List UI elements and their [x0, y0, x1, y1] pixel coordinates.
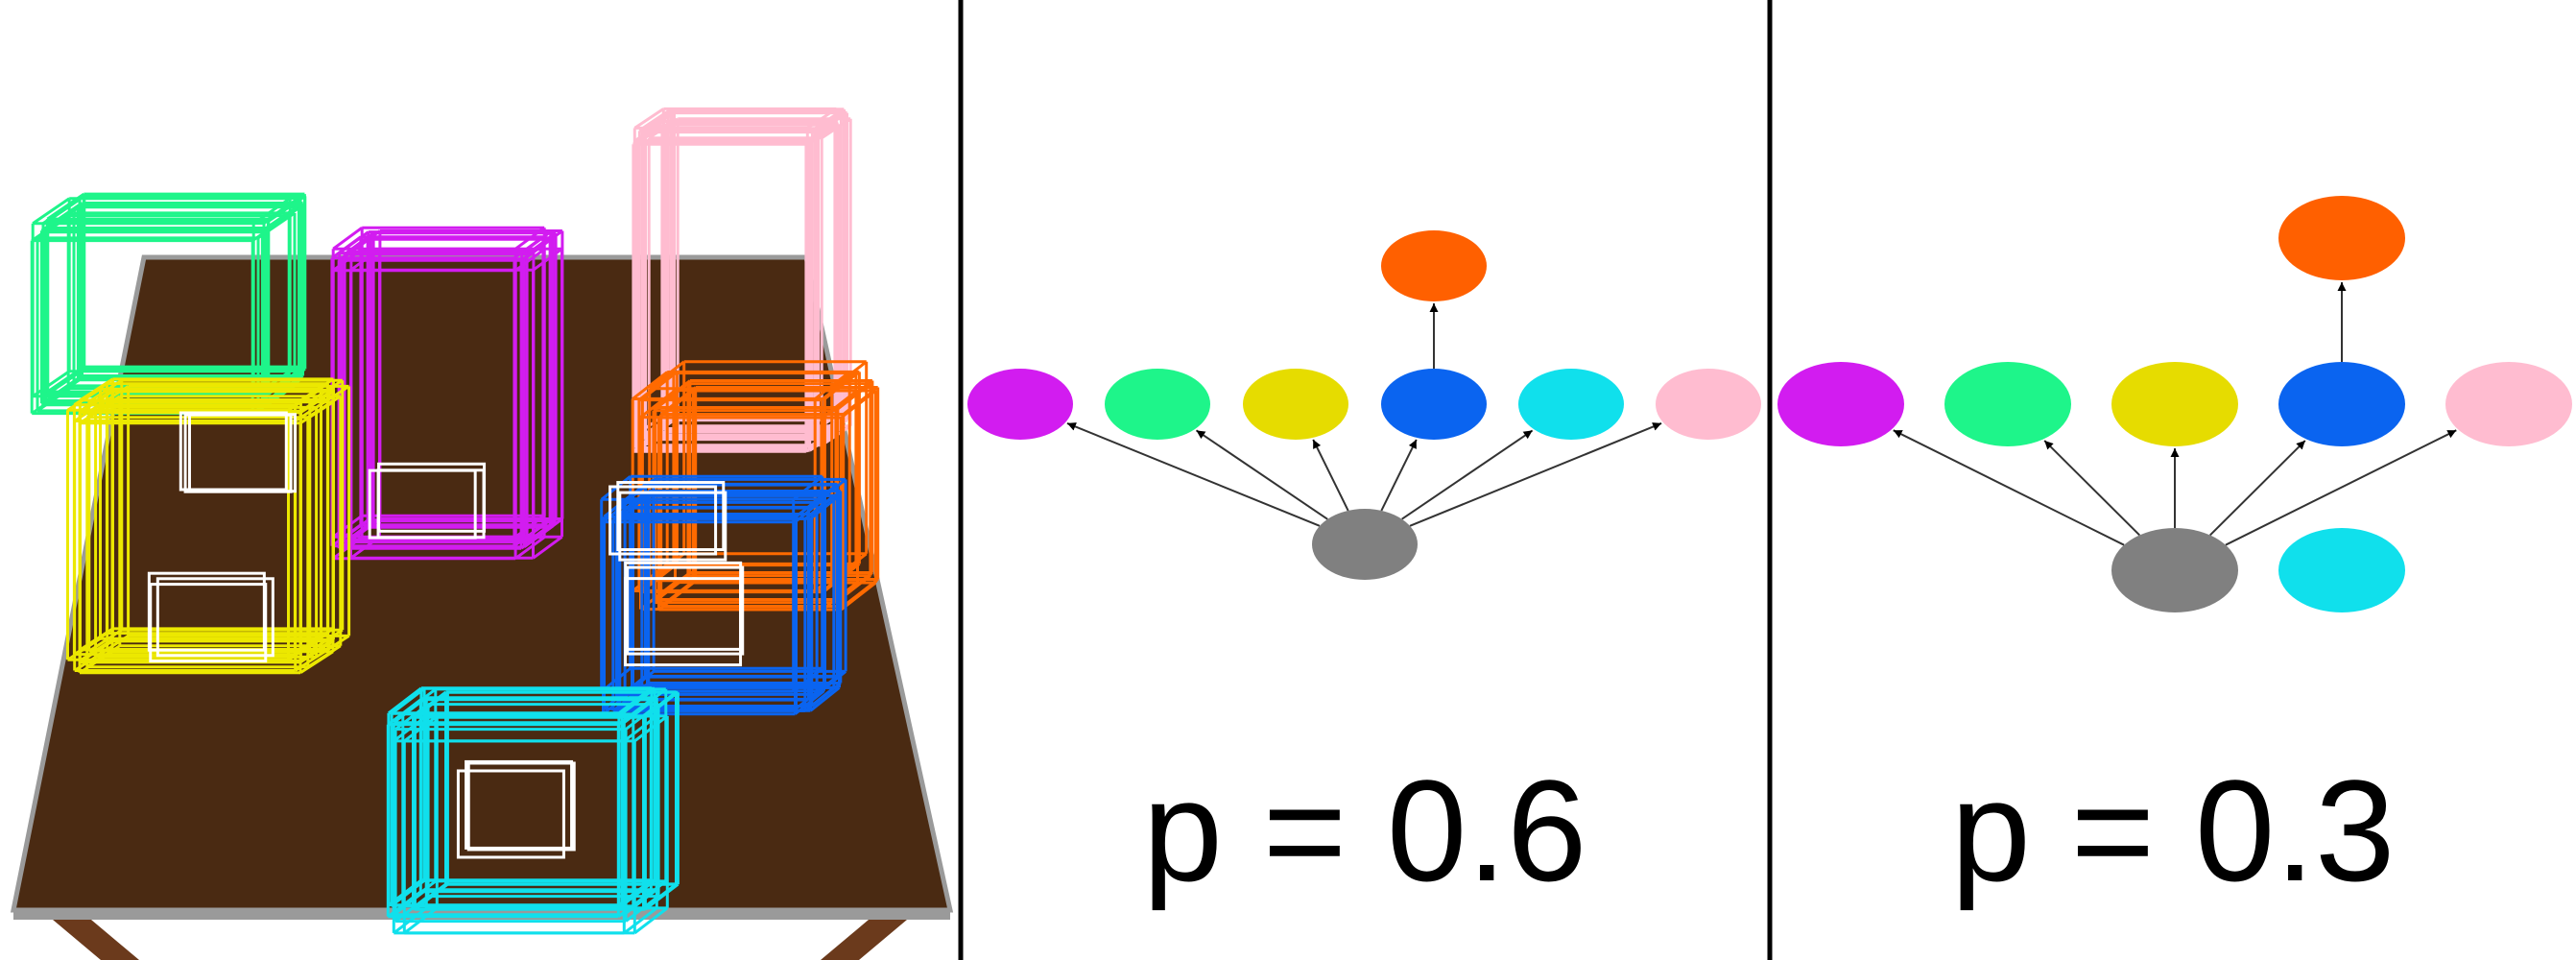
cyan-object-wireframe: [412, 690, 678, 911]
cyan-object-boxes: [386, 686, 680, 935]
object-inner-wireframe: [624, 561, 743, 651]
object-inner-wireframe: [155, 577, 274, 658]
node-green: [1105, 369, 1210, 440]
edge-gray-to-magenta: [1893, 429, 2125, 546]
edge-gray-to-blue: [2209, 440, 2306, 537]
node-pink: [1656, 369, 1761, 440]
object-inner-wireframe: [179, 411, 288, 492]
object-inner-wireframe: [376, 468, 486, 540]
node-yellow: [1243, 369, 1348, 440]
edges: [1893, 282, 2457, 546]
edge-gray-to-green: [2043, 440, 2140, 537]
node-orange: [2278, 196, 2405, 280]
scene-panel: [0, 0, 960, 960]
orange-object-boxes: [631, 360, 880, 612]
object-inner-wireframe: [616, 481, 726, 552]
node-blue: [2278, 362, 2405, 446]
node-cyan: [1518, 369, 1624, 440]
node-blue: [1381, 369, 1487, 440]
probability-label-2: p = 0.3: [1950, 750, 2396, 911]
object-inner-wireframe: [183, 413, 293, 493]
object-inner-wireframe: [465, 759, 574, 850]
edge-gray-to-blue: [1380, 439, 1418, 512]
node-orange: [1381, 230, 1487, 301]
graph-panel-p03: [1777, 196, 2572, 612]
edge-gray-to-green: [1195, 429, 1328, 520]
edge-gray-to-pink: [2225, 429, 2457, 546]
object-inner-wireframe: [608, 485, 718, 556]
edge-gray-to-magenta: [1066, 421, 1321, 527]
magenta-object-boxes: [330, 226, 564, 561]
edge-gray-to-pink: [1409, 422, 1662, 527]
object-inner-wireframe: [456, 769, 565, 859]
graph-panel-p06: [967, 230, 1761, 580]
cyan-object-wireframe: [392, 696, 658, 917]
node-gray: [2111, 528, 2238, 612]
edge-gray-to-cyan: [1401, 429, 1534, 520]
edges: [1066, 303, 1662, 527]
node-yellow: [2111, 362, 2238, 446]
object-bounding-boxes: [30, 107, 880, 935]
table-leg-right: [821, 920, 907, 960]
object-inner-wireframe: [618, 491, 727, 562]
object-inner-wireframe: [147, 571, 266, 652]
node-pink: [2445, 362, 2572, 446]
cyan-object-wireframe: [386, 698, 653, 919]
probability-label-1: p = 0.6: [1142, 750, 1587, 911]
magenta-object-wireframe: [338, 230, 553, 543]
object-inner-wireframe: [466, 761, 576, 852]
object-inner-wireframe: [626, 565, 745, 656]
edge-gray-to-yellow: [1312, 439, 1349, 512]
node-cyan: [2278, 528, 2405, 612]
table-leg-left: [53, 920, 139, 960]
node-magenta: [967, 369, 1073, 440]
node-magenta: [1777, 362, 1904, 446]
node-green: [1944, 362, 2071, 446]
node-gray: [1312, 509, 1418, 580]
